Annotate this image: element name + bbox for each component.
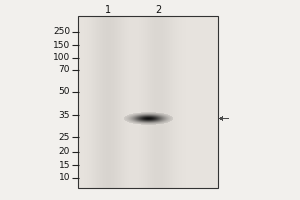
Text: 10: 10 bbox=[58, 173, 70, 182]
Text: 50: 50 bbox=[58, 88, 70, 97]
Bar bbox=[78, 16, 218, 188]
Text: 20: 20 bbox=[58, 148, 70, 156]
Text: 35: 35 bbox=[58, 110, 70, 119]
Text: 15: 15 bbox=[58, 160, 70, 170]
Text: 70: 70 bbox=[58, 66, 70, 74]
Text: 250: 250 bbox=[53, 27, 70, 36]
Text: 150: 150 bbox=[53, 40, 70, 49]
Text: 1: 1 bbox=[105, 5, 111, 15]
Text: 2: 2 bbox=[155, 5, 161, 15]
Text: 25: 25 bbox=[58, 132, 70, 142]
Text: 100: 100 bbox=[53, 53, 70, 62]
